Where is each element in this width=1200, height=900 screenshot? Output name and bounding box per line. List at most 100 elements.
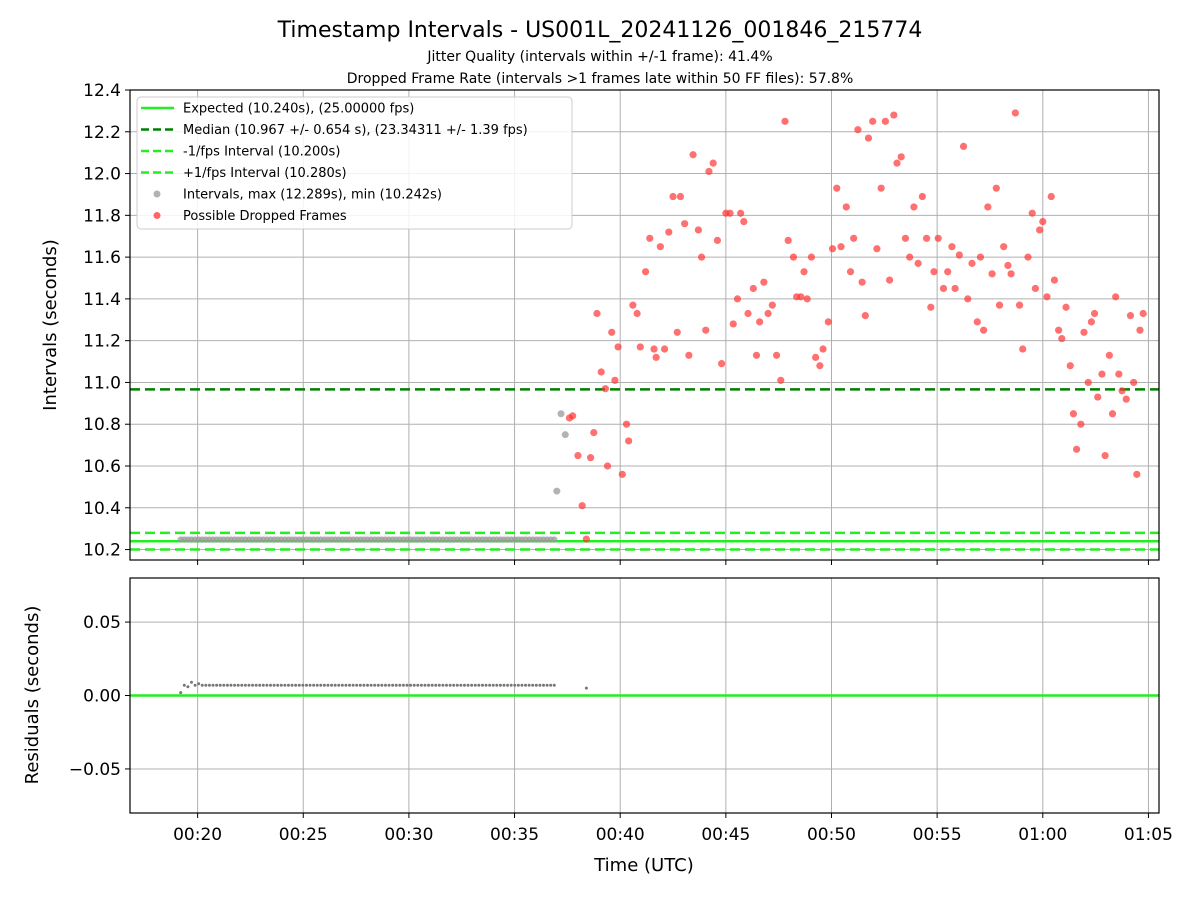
residual-point: [251, 683, 255, 687]
x-tick-label: 00:35: [490, 825, 539, 845]
dropped-frame-point: [980, 326, 988, 334]
residual-point: [247, 683, 251, 687]
top-y-axis-label: Intervals (seconds): [40, 239, 61, 411]
residual-point: [466, 683, 470, 687]
dropped-frame-point: [869, 117, 877, 125]
dropped-frame-point: [1015, 301, 1024, 309]
residual-point: [459, 683, 463, 687]
residual-point: [549, 683, 553, 687]
dropped-frame-point: [955, 251, 963, 259]
residual-point: [229, 683, 233, 687]
residual-point: [527, 683, 531, 687]
dropped-frame-point: [850, 234, 858, 242]
x-tick-label: 00:20: [173, 825, 222, 845]
x-tick-label: 00:25: [279, 825, 328, 845]
dropped-frame-point: [650, 345, 658, 353]
dropped-frame-point: [636, 343, 644, 351]
dropped-frame-point: [697, 253, 706, 261]
residual-point: [419, 683, 423, 687]
x-axis-label: Time (UTC): [593, 855, 694, 876]
residual-point: [254, 683, 258, 687]
dropped-frame-point: [1036, 226, 1044, 234]
dropped-frame-point: [837, 243, 845, 251]
dropped-frame-point: [777, 376, 785, 384]
residual-point: [513, 683, 517, 687]
legend-entry: Possible Dropped Frames: [153, 209, 347, 224]
chart-title: Timestamp Intervals - US001L_20241126_00…: [277, 18, 923, 43]
dropped-frame-point: [833, 184, 841, 192]
dropped-frame-point: [890, 111, 898, 119]
dropped-frame-point: [665, 228, 673, 236]
residual-point: [200, 683, 204, 687]
residual-point: [308, 683, 312, 687]
residual-point: [398, 683, 402, 687]
residual-point: [236, 683, 240, 687]
dropped-frame-point: [1087, 318, 1095, 326]
dropped-frame-point: [1050, 276, 1059, 284]
residual-point: [477, 683, 481, 687]
dropped-frame-point: [1136, 326, 1144, 334]
dropped-frame-point: [914, 259, 922, 267]
dropped-frame-point: [939, 284, 948, 293]
top-plot-frame: [129, 89, 1160, 561]
dropped-frame-point: [713, 236, 721, 244]
residual-point: [401, 683, 405, 687]
dropped-frame-point: [1080, 328, 1088, 336]
residual-point: [215, 683, 219, 687]
dropped-frame-point: [1031, 284, 1039, 293]
residual-point: [319, 683, 323, 687]
residual-point: [383, 683, 387, 687]
dropped-frame-point: [934, 234, 942, 242]
residual-point: [182, 683, 186, 687]
top-y-tick-label: 10.4: [83, 499, 121, 519]
top-y-tick-label: 11.4: [83, 290, 121, 310]
dropped-frame-point: [861, 312, 869, 320]
chart-subtitle-jitter: Jitter Quality (intervals within +/-1 fr…: [426, 49, 772, 65]
residual-point: [542, 683, 546, 687]
residual-point: [294, 683, 298, 687]
bottom-y-ticks: 0.05 0.00 −0.05: [69, 613, 130, 780]
legend-label: Expected (10.240s), (25.00000 fps): [183, 102, 414, 117]
dropped-frame-point: [737, 209, 745, 217]
dropped-frame-point: [1133, 470, 1141, 478]
residual-point: [272, 683, 276, 687]
dropped-frame-point: [772, 351, 781, 359]
residual-point: [441, 683, 445, 687]
residual-point: [218, 683, 222, 687]
dropped-frame-point: [641, 268, 650, 276]
residual-point: [233, 683, 237, 687]
top-y-tick-label: 10.8: [83, 415, 121, 435]
residual-point: [412, 683, 416, 687]
residual-point: [312, 683, 316, 687]
residual-point: [491, 683, 495, 687]
x-tick-label: 00:55: [913, 825, 962, 845]
dropped-frame-point: [625, 437, 633, 445]
dropped-frame-point: [689, 151, 697, 159]
top-data-points: [177, 109, 1147, 543]
residual-point: [394, 683, 398, 687]
dropped-frame-point: [807, 253, 816, 261]
dropped-frame-point: [1043, 293, 1051, 301]
residual-point: [495, 683, 499, 687]
dropped-frame-point: [1084, 378, 1092, 387]
residual-point: [430, 683, 434, 687]
residual-point: [373, 683, 377, 687]
dropped-frame-point: [768, 301, 776, 309]
dropped-frame-point: [992, 184, 1000, 192]
top-y-tick-label: 12.4: [83, 81, 121, 101]
dropped-frame-point: [1105, 351, 1113, 359]
dropped-frame-point: [1055, 326, 1063, 334]
residual-point: [524, 683, 528, 687]
dropped-frame-point: [1077, 420, 1085, 428]
residual-point: [369, 683, 373, 687]
dropped-frame-point: [910, 203, 918, 211]
dropped-frame-point: [587, 454, 595, 462]
dropped-frame-point: [1066, 362, 1074, 370]
dropped-frame-point: [673, 328, 681, 336]
dropped-frame-point: [752, 351, 761, 359]
dropped-frame-point: [964, 295, 972, 303]
residual-point: [179, 691, 183, 695]
intervals-plot: 10.2 10.4 10.6 10.8 11.0 11.2 11.4 11.6 11.8 12.0…: [40, 81, 1160, 565]
dropped-frame-point: [676, 192, 685, 201]
dropped-frame-point: [578, 502, 586, 510]
